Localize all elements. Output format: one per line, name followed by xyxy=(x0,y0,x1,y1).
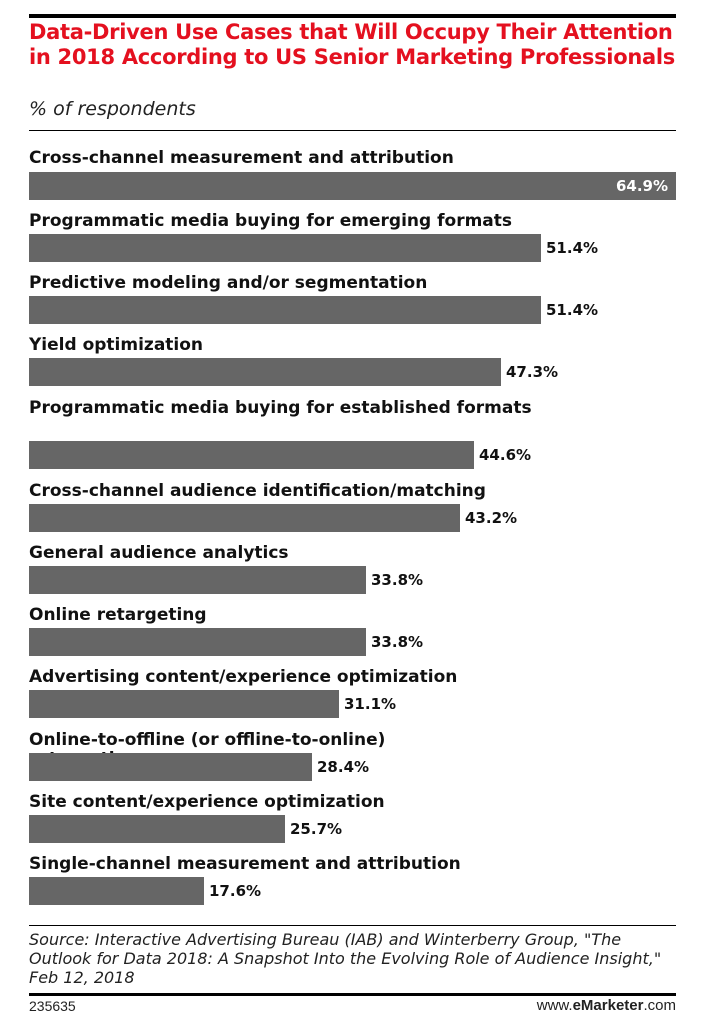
value-label: 47.3% xyxy=(506,363,558,381)
value-label: 64.9% xyxy=(616,177,668,195)
category-label: Advertising content/experience optimizat… xyxy=(29,667,457,687)
bar xyxy=(29,172,676,200)
category-label: Predictive modeling and/or segmentation xyxy=(29,273,427,293)
bar xyxy=(29,296,541,324)
value-label: 17.6% xyxy=(209,882,261,900)
value-label: 33.8% xyxy=(371,633,423,651)
bar xyxy=(29,504,460,532)
bar xyxy=(29,234,541,262)
top-rule xyxy=(29,14,676,18)
bar xyxy=(29,753,312,781)
category-label: Cross-channel measurement and attributio… xyxy=(29,148,454,168)
value-label: 31.1% xyxy=(344,695,396,713)
chart-title: Data-Driven Use Cases that Will Occupy T… xyxy=(29,20,675,69)
source-rule xyxy=(29,925,676,926)
value-label: 43.2% xyxy=(465,509,517,527)
bar xyxy=(29,441,474,469)
header-rule xyxy=(29,130,676,131)
value-label: 51.4% xyxy=(546,301,598,319)
category-label: Programmatic media buying for emerging f… xyxy=(29,211,512,231)
category-label: Cross-channel audience identification/ma… xyxy=(29,481,486,501)
bar xyxy=(29,566,366,594)
source-note: Source: Interactive Advertising Bureau (… xyxy=(29,930,662,987)
category-label: Site content/experience optimization xyxy=(29,792,385,812)
footer-rule xyxy=(29,993,676,996)
bar xyxy=(29,628,366,656)
chart-subtitle: % of respondents xyxy=(29,98,196,120)
bar xyxy=(29,877,204,905)
chart-id: 235635 xyxy=(29,998,76,1014)
category-label: Online retargeting xyxy=(29,605,207,625)
value-label: 28.4% xyxy=(317,758,369,776)
category-label: General audience analytics xyxy=(29,543,289,563)
brand-suffix: .com xyxy=(643,997,676,1014)
category-label: Programmatic media buying for establishe… xyxy=(29,398,532,418)
bar xyxy=(29,690,339,718)
category-label: Yield optimization xyxy=(28,335,203,355)
brand-name: eMarketer xyxy=(572,997,644,1014)
category-label: Single-channel measurement and attributi… xyxy=(29,854,461,874)
bar xyxy=(29,815,285,843)
value-label: 51.4% xyxy=(546,239,598,257)
emarketer-logo[interactable]: www.eMarketer.com xyxy=(537,997,676,1014)
value-label: 33.8% xyxy=(371,571,423,589)
bar xyxy=(29,358,501,386)
brand-prefix: www. xyxy=(536,997,573,1014)
value-label: 25.7% xyxy=(290,820,342,838)
value-label: 44.6% xyxy=(479,446,531,464)
